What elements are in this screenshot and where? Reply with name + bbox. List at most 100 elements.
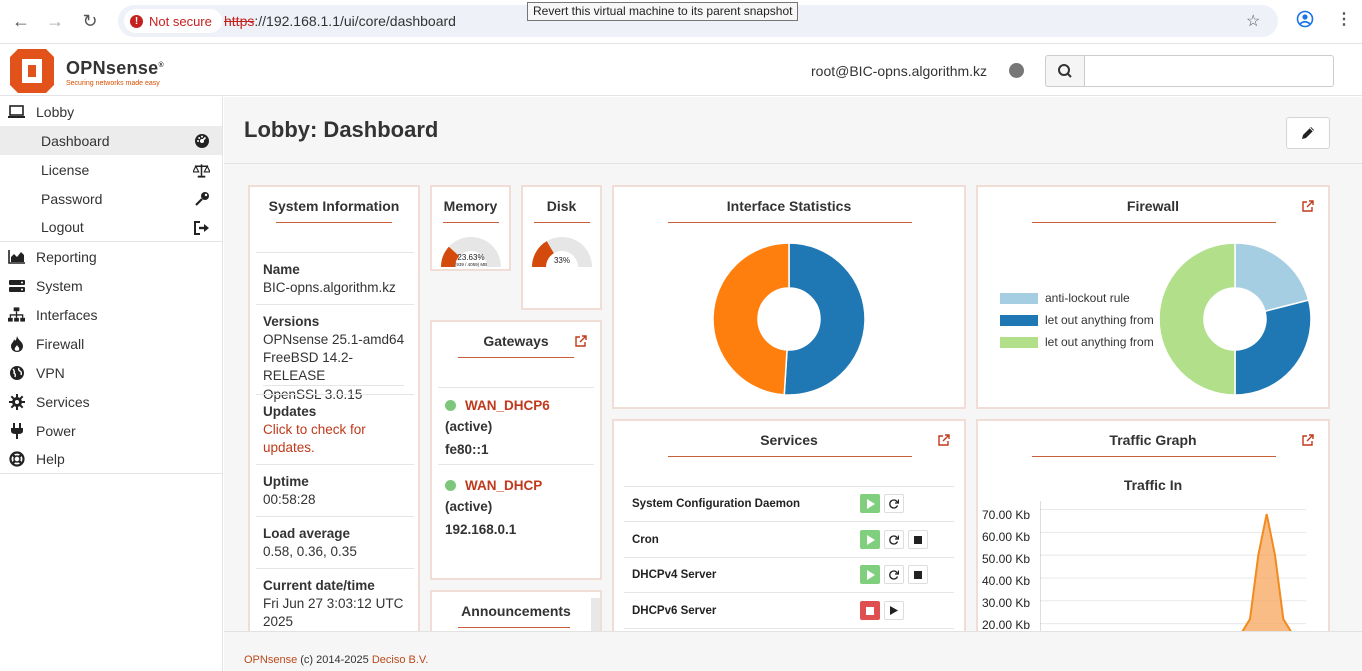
star-icon[interactable]: ☆ xyxy=(1246,13,1261,30)
edit-dashboard-button[interactable] xyxy=(1286,117,1330,149)
sidebar-item-help[interactable]: Help xyxy=(0,445,222,474)
legend-label: let out anything from xyxy=(1045,335,1154,349)
security-chip[interactable]: ! Not secure xyxy=(124,9,222,33)
gateway-name[interactable]: WAN_DHCP6 xyxy=(465,398,550,413)
name-value: BIC-opns.algorithm.kz xyxy=(263,280,396,295)
brand-tagline: Securing networks made easy xyxy=(66,80,160,87)
gateway-name[interactable]: WAN_DHCP xyxy=(465,478,543,493)
memory-percent: 23.63% xyxy=(457,253,484,262)
key-icon xyxy=(193,191,210,207)
sidebar-label-system: System xyxy=(36,277,83,294)
gateway-item: WAN_DHCP6 (active) fe80::1 xyxy=(445,395,550,460)
scrollbar[interactable] xyxy=(591,598,600,648)
sidebar-item-license[interactable]: License xyxy=(0,155,222,184)
sidebar-item-firewall[interactable]: Firewall xyxy=(0,329,222,358)
url-text[interactable]: https://192.168.1.1/ui/core/dashboard xyxy=(224,13,456,29)
firewall-slice[interactable] xyxy=(1234,242,1310,313)
pencil-icon xyxy=(1302,127,1314,139)
interface-statistics-title: Interface Statistics xyxy=(726,198,852,214)
opnsense-logo-icon[interactable] xyxy=(8,47,56,95)
y-tick-label: 40.00 Kb xyxy=(982,574,1031,588)
sidebar-label-reporting: Reporting xyxy=(36,248,97,265)
legend-item[interactable]: let out anything from xyxy=(1000,335,1154,349)
stop-button[interactable] xyxy=(908,530,928,549)
memory-gauge-fill xyxy=(441,246,460,267)
sign-out-icon xyxy=(193,220,210,236)
footer-brand-link[interactable]: OPNsense xyxy=(244,654,298,666)
footer-vendor-link[interactable]: Deciso B.V. xyxy=(371,654,429,666)
play-button[interactable] xyxy=(860,530,880,549)
restart-button[interactable] xyxy=(884,565,904,584)
services-title: Services xyxy=(760,432,818,448)
kebab-menu-icon[interactable]: ⋮ xyxy=(1336,11,1352,28)
sidebar-label-dashboard: Dashboard xyxy=(41,132,110,149)
firewall-slice[interactable] xyxy=(1234,299,1312,396)
interface-slice[interactable] xyxy=(712,242,790,396)
check-updates-link[interactable]: Click to check for updates. xyxy=(263,422,366,455)
versions-label: Versions xyxy=(263,314,320,329)
server-icon xyxy=(8,277,25,294)
sidebar-item-system[interactable]: System xyxy=(0,271,222,300)
search-button[interactable] xyxy=(1045,55,1085,87)
interface-statistics-chart[interactable] xyxy=(712,242,866,396)
back-icon[interactable]: ← xyxy=(12,11,30,31)
firewall-widget: Firewall anti-lockout rule let out anyth… xyxy=(976,185,1330,409)
external-link-icon[interactable] xyxy=(575,335,587,347)
sidebar-item-reporting[interactable]: Reporting xyxy=(0,242,222,271)
updates-row: Updates Click to check for updates. xyxy=(256,394,414,457)
legend-swatch xyxy=(1000,336,1038,348)
sidebar-label-firewall: Firewall xyxy=(36,335,85,352)
gateway-list-divider xyxy=(438,464,594,465)
table-top-divider xyxy=(624,486,954,487)
plug-icon xyxy=(8,422,25,439)
play-icon xyxy=(866,569,875,580)
sidebar: Lobby Dashboard License Password Logout … xyxy=(0,97,223,671)
version-freebsd: FreeBSD 14.2-RELEASE xyxy=(263,349,404,386)
sidebar-item-power[interactable]: Power xyxy=(0,416,222,445)
status-indicator-icon[interactable] xyxy=(1009,63,1024,78)
start-button[interactable] xyxy=(884,601,904,620)
load-average-row: Load average 0.58, 0.36, 0.35 xyxy=(256,516,414,561)
interface-slice[interactable] xyxy=(783,242,866,396)
sidebar-item-vpn[interactable]: VPN xyxy=(0,358,222,387)
legend-swatch xyxy=(1000,314,1038,326)
page-title: Lobby: Dashboard xyxy=(244,117,439,142)
traffic-in-subtitle: Traffic In xyxy=(1123,477,1183,493)
firewall-chart[interactable] xyxy=(1158,242,1312,396)
sidebar-item-services[interactable]: Services xyxy=(0,387,222,416)
title-underline xyxy=(1032,222,1276,223)
datetime-label: Current date/time xyxy=(263,578,375,593)
memory-gauge: 23.63% (939 / 4059) MB xyxy=(441,237,501,267)
sidebar-item-logout[interactable]: Logout xyxy=(0,213,222,242)
reload-icon[interactable]: ↻ xyxy=(82,11,98,31)
external-link-icon[interactable] xyxy=(1302,434,1314,446)
play-button[interactable] xyxy=(860,565,880,584)
traffic-in-area xyxy=(1240,514,1293,633)
system-information-widget: System Information Name BIC-opns.algorit… xyxy=(248,185,420,635)
firewall-slice[interactable] xyxy=(1158,242,1236,396)
external-link-icon[interactable] xyxy=(1302,200,1314,212)
traffic-in-chart[interactable] xyxy=(1040,501,1326,635)
user-name[interactable]: root@BIC-opns.algorithm.kz xyxy=(811,63,988,79)
legend-item[interactable]: let out anything from xyxy=(1000,313,1154,327)
stopped-status-button[interactable] xyxy=(860,601,880,620)
search-input[interactable] xyxy=(1084,55,1334,87)
memory-detail: (939 / 4059) MB xyxy=(455,262,487,267)
stop-button[interactable] xyxy=(908,565,928,584)
profile-icon[interactable] xyxy=(1296,10,1314,33)
area-chart-icon xyxy=(8,248,25,265)
disk-gauge-fill xyxy=(532,241,554,267)
title-underline xyxy=(668,456,912,457)
external-link-icon[interactable] xyxy=(938,434,950,446)
sidebar-item-dashboard[interactable]: Dashboard xyxy=(0,126,222,155)
forward-icon[interactable]: → xyxy=(46,11,64,31)
sidebar-item-password[interactable]: Password xyxy=(0,184,222,213)
service-row: System Configuration Daemon xyxy=(624,487,954,522)
restart-button[interactable] xyxy=(884,530,904,549)
sidebar-item-lobby[interactable]: Lobby xyxy=(0,97,222,126)
sidebar-item-interfaces[interactable]: Interfaces xyxy=(0,300,222,329)
restart-button[interactable] xyxy=(884,494,904,513)
title-underline xyxy=(668,222,912,223)
play-button[interactable] xyxy=(860,494,880,513)
legend-item[interactable]: anti-lockout rule xyxy=(1000,291,1130,305)
